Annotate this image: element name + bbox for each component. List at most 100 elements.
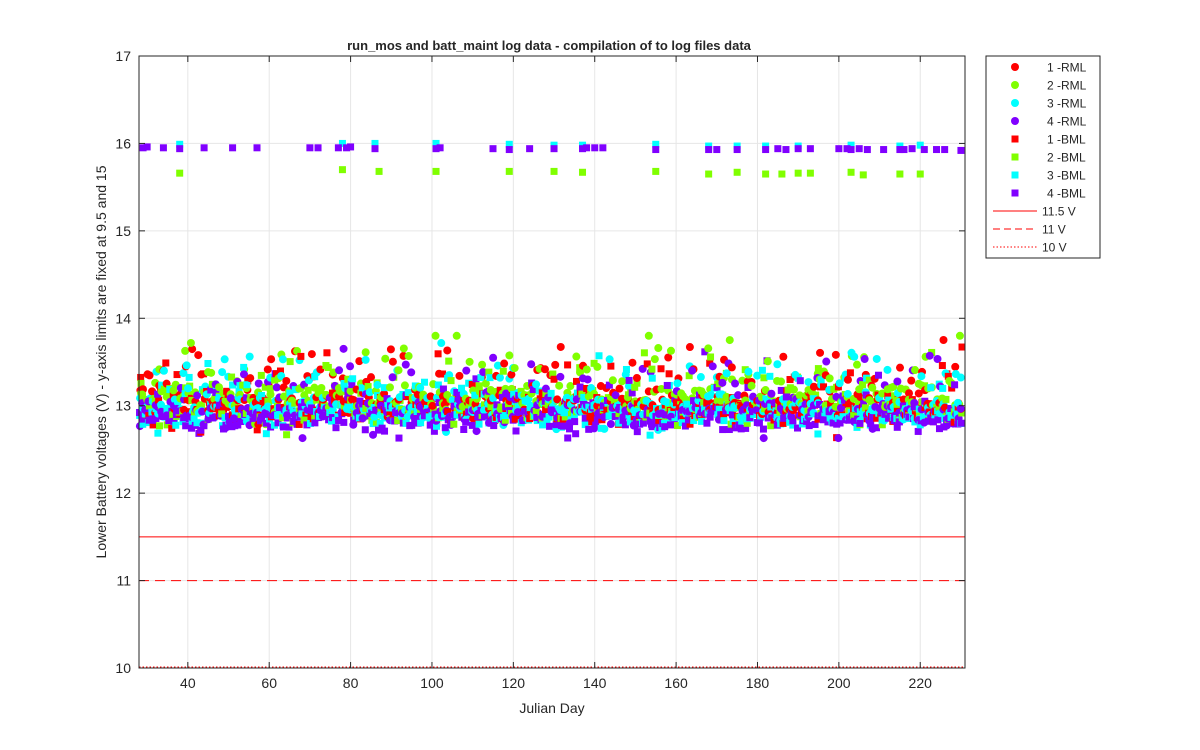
data-point [563,408,571,416]
data-point [796,377,804,385]
data-point [835,379,844,388]
data-point [154,390,162,398]
data-point [507,384,516,393]
data-point-outlier [338,166,346,174]
data-point [819,416,827,424]
data-point [725,426,733,434]
data-point [631,383,639,391]
data-point [595,352,603,360]
data-point [752,406,761,415]
y-tick-label: 10 [115,660,131,676]
data-point-outlier [859,171,867,179]
data-point [407,368,416,377]
data-point [137,379,145,387]
data-point [719,426,727,434]
data-point [286,389,294,397]
data-point [891,392,899,400]
data-point [400,381,409,390]
data-point [298,434,307,443]
data-point [853,360,862,369]
data-point [416,383,425,392]
data-point-outlier [143,143,151,151]
data-point [270,421,278,429]
data-point [388,373,397,382]
data-point-outlier [652,146,660,154]
data-point [606,420,615,429]
data-point [763,357,772,366]
data-point [137,373,145,381]
data-point [708,362,717,371]
data-point [263,402,272,411]
data-point [266,390,275,399]
data-point [868,383,877,392]
data-point [767,389,776,398]
data-point [566,382,575,391]
data-point [218,368,227,377]
data-point [407,410,415,418]
data-point [878,389,887,398]
data-point [428,401,437,410]
data-point [544,401,552,409]
data-point [704,344,713,353]
data-point [417,419,425,427]
legend-entry: 1 -BML [1011,133,1086,147]
data-point [173,371,181,379]
data-point-outlier [880,146,888,154]
data-point [761,405,769,413]
data-point [170,417,178,425]
data-point [865,376,873,384]
data-point [475,420,483,428]
data-point [956,373,965,382]
data-point-outlier [489,145,497,153]
data-point-outlier [550,145,558,153]
data-point [358,414,367,423]
data-point [533,413,541,421]
data-point [759,434,768,443]
data-point [297,403,305,411]
data-point [472,375,480,383]
data-point [372,418,380,426]
data-point [519,417,527,425]
data-point [661,423,669,431]
data-point [896,363,905,372]
data-point [657,384,666,393]
legend: 1 -RML 2 -RML 3 -RML 4 -RML 1 -BML 2 -BML 3 -B… [985,55,1101,259]
data-point-outlier [505,140,513,148]
data-point [722,392,731,401]
data-point [748,408,756,416]
data-point [816,401,824,409]
data-point [295,420,303,428]
data-point-outlier [782,146,790,154]
y-tick-label: 11 [116,573,131,589]
legend-label: 3 -BML [1047,169,1086,183]
data-point [439,370,447,378]
data-point-outlier [916,170,924,178]
data-point [615,410,623,418]
data-point [237,418,245,426]
data-point [462,366,471,375]
legend-entry: 2 -RML [1011,79,1087,93]
plot-frame [138,55,966,669]
data-point [155,396,163,404]
legend-marker [1011,99,1019,107]
data-point [498,393,506,401]
data-point [361,426,369,434]
data-point [283,431,291,439]
data-point-outlier [314,144,322,152]
data-point [159,366,168,375]
data-point [186,338,195,347]
data-point [809,382,818,391]
data-point-outlier [371,145,379,153]
data-point [846,369,854,377]
data-point [885,396,893,404]
legend-entry: 4 -RML [1011,115,1087,129]
data-point-outlier [334,144,342,152]
data-point [197,426,205,434]
data-point [583,375,592,384]
data-point [339,344,348,353]
data-point [600,424,609,433]
data-point [789,385,798,394]
data-point [465,401,473,409]
data-point [346,387,355,396]
data-point [505,351,514,360]
